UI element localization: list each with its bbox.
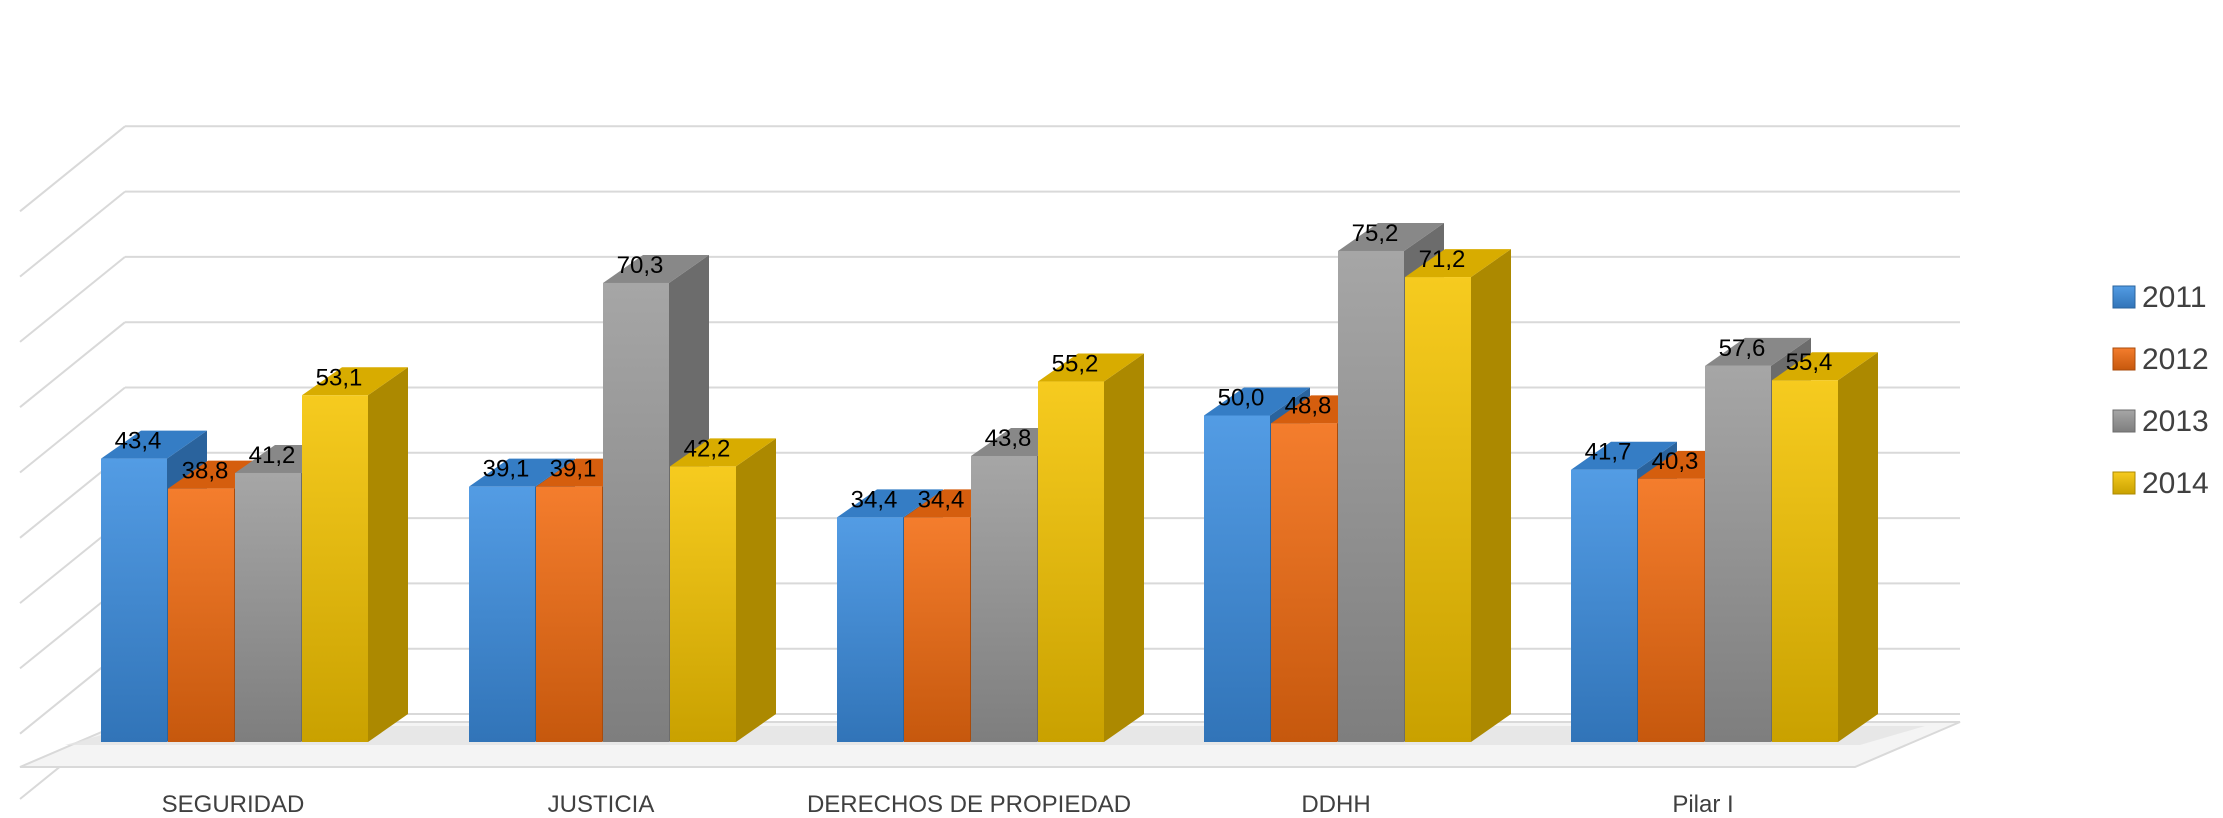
category-label-4: Pilar I (1672, 791, 1733, 818)
bar-front (1571, 469, 1637, 742)
data-label-2011-1: 39,1 (483, 456, 530, 483)
legend-label: 2013 (2142, 405, 2209, 438)
data-label-2012-3: 48,8 (1285, 392, 1332, 419)
bar-front (1338, 250, 1404, 742)
legend-swatch (2112, 347, 2136, 371)
data-label-2012-0: 38,8 (182, 458, 229, 485)
legend-label: 2012 (2142, 343, 2209, 376)
data-label-2011-2: 34,4 (851, 486, 898, 513)
legend-item-2011: 2011 (2112, 281, 2207, 314)
side-gridline-70 (19, 256, 126, 343)
bar-top (670, 438, 776, 467)
bar-top (1038, 353, 1144, 382)
bar-front (1772, 380, 1838, 742)
data-label-2014-0: 53,1 (316, 364, 363, 391)
bar-front (1204, 415, 1270, 742)
bar-top (1405, 249, 1511, 278)
data-label-2013-2: 43,8 (985, 425, 1032, 452)
legend-label: 2014 (2142, 467, 2209, 500)
bar-side (368, 367, 408, 742)
data-label-2012-4: 40,3 (1652, 448, 1699, 475)
bar-front (670, 466, 736, 742)
legend-swatch (2112, 471, 2136, 495)
bar-top (1772, 352, 1878, 381)
side-gridline-80 (19, 190, 126, 278)
bar-2014-3 (1405, 249, 1511, 742)
bar-side (1471, 249, 1511, 742)
bar-top (1204, 387, 1310, 416)
bar-front (536, 486, 602, 742)
bar-front (101, 458, 167, 742)
category-label-0: SEGURIDAD (162, 791, 305, 818)
data-label-2013-0: 41,2 (249, 442, 296, 469)
legend: 2011 2012 2013 2014 (2112, 281, 2209, 500)
bar-front (1638, 478, 1704, 742)
data-labels: 43,4 38,8 41,2 53,1 39,1 39,1 70,3 42,2 34,4 34,4… (115, 220, 1833, 513)
bar-2014-0 (302, 367, 408, 742)
category-label-1: JUSTICIA (548, 791, 655, 818)
bar-front (235, 472, 301, 742)
bar-top (302, 367, 408, 396)
category-label-3: DDHH (1301, 791, 1370, 818)
data-label-2012-2: 34,4 (918, 486, 965, 513)
side-gridline-90 (19, 125, 126, 213)
bar-top (1338, 222, 1444, 251)
bar-2014-1 (670, 438, 776, 742)
bar-top (1705, 337, 1811, 366)
bar-front (168, 488, 234, 742)
side-gridline-60 (19, 321, 126, 408)
bar-top (469, 458, 575, 487)
data-label-2013-4: 57,6 (1719, 335, 1766, 362)
bar-2014-2 (1038, 353, 1144, 742)
legend-label: 2011 (2142, 281, 2207, 314)
data-label-2014-3: 71,2 (1419, 246, 1466, 273)
data-label-2014-1: 42,2 (684, 435, 731, 462)
bar-front (469, 486, 535, 742)
bar-front (603, 282, 669, 742)
data-label-2012-1: 39,1 (550, 456, 597, 483)
bar-front (302, 395, 368, 742)
bar-top (837, 489, 943, 518)
data-label-2011-4: 41,7 (1585, 439, 1632, 466)
data-label-2014-2: 55,2 (1052, 351, 1099, 378)
bar-side (1104, 353, 1144, 742)
bar-2014-4 (1772, 352, 1878, 742)
data-label-2013-3: 75,2 (1352, 220, 1399, 247)
bar-front (1271, 423, 1337, 742)
bar-top (603, 254, 709, 283)
bar-front (1038, 381, 1104, 742)
side-gridline-50 (19, 386, 126, 474)
legend-item-2014: 2014 (2112, 467, 2209, 500)
legend-item-2013: 2013 (2112, 405, 2209, 438)
legend-item-2012: 2012 (2112, 343, 2209, 376)
bar-top (101, 430, 207, 459)
bar-front (971, 455, 1037, 742)
bar-side (1838, 352, 1878, 742)
bar-front (1705, 365, 1771, 742)
category-axis-labels: SEGURIDAD JUSTICIA DERECHOS DE PROPIEDAD DD… (162, 791, 1734, 818)
bar-front (837, 517, 903, 742)
data-label-2013-1: 70,3 (617, 252, 664, 279)
bars (101, 222, 1878, 743)
legend-swatch (2112, 285, 2136, 309)
category-label-2: DERECHOS DE PROPIEDAD (807, 791, 1131, 818)
data-label-2011-3: 50,0 (1218, 385, 1265, 412)
legend-swatch (2112, 409, 2136, 433)
bar-side (736, 438, 776, 742)
data-label-2011-0: 43,4 (115, 428, 162, 455)
bar-top (1571, 441, 1677, 470)
data-label-2014-4: 55,4 (1786, 349, 1833, 376)
bar-front (1405, 277, 1471, 742)
bar-front (904, 517, 970, 742)
